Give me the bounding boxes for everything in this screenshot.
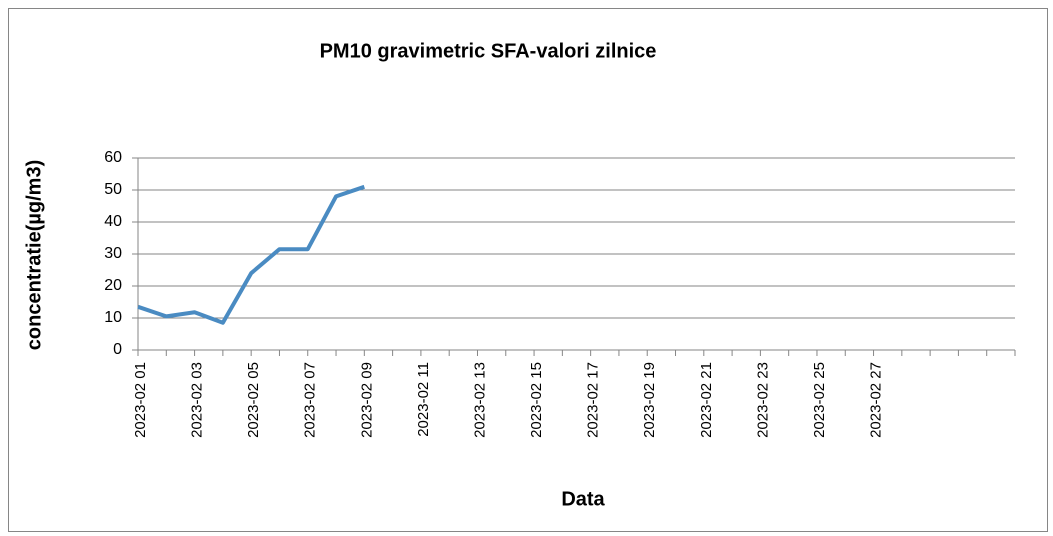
chart-title: PM10 gravimetric SFA-valori zilnice [320, 40, 657, 62]
y-tick-label: 0 [113, 341, 122, 358]
x-tick-label: 2023-02 05 [245, 362, 262, 438]
x-axis-label: Data [561, 488, 605, 510]
x-tick-label: 2023-02 25 [811, 362, 828, 438]
x-tick-label: 2023-02 07 [302, 362, 319, 438]
x-tick-label: 2023-02 09 [358, 362, 375, 438]
x-tick-label: 2023-02 21 [698, 362, 715, 438]
x-tick-label: 2023-02 27 [868, 362, 885, 438]
x-tick-label: 2023-02 23 [754, 362, 771, 438]
x-tick-label: 2023-02 11 [415, 362, 432, 437]
y-tick-label: 30 [104, 245, 122, 262]
x-tick-label: 2023-02 01 [132, 362, 149, 438]
x-tick-label: 2023-02 15 [528, 362, 545, 438]
y-tick-label: 20 [104, 277, 122, 294]
chart-border [8, 8, 1048, 532]
y-tick-label: 10 [104, 309, 122, 326]
x-tick-label: 2023-02 17 [585, 362, 602, 438]
y-tick-label: 50 [104, 181, 122, 198]
x-tick-label: 2023-02 19 [641, 362, 658, 438]
y-tick-label: 60 [104, 149, 122, 166]
y-axis-label: concentratie(µg/m3) [23, 160, 45, 350]
x-tick-label: 2023-02 03 [189, 362, 206, 438]
y-tick-label: 40 [104, 213, 122, 230]
x-tick-label: 2023-02 13 [471, 362, 488, 438]
line-series [137, 184, 365, 325]
